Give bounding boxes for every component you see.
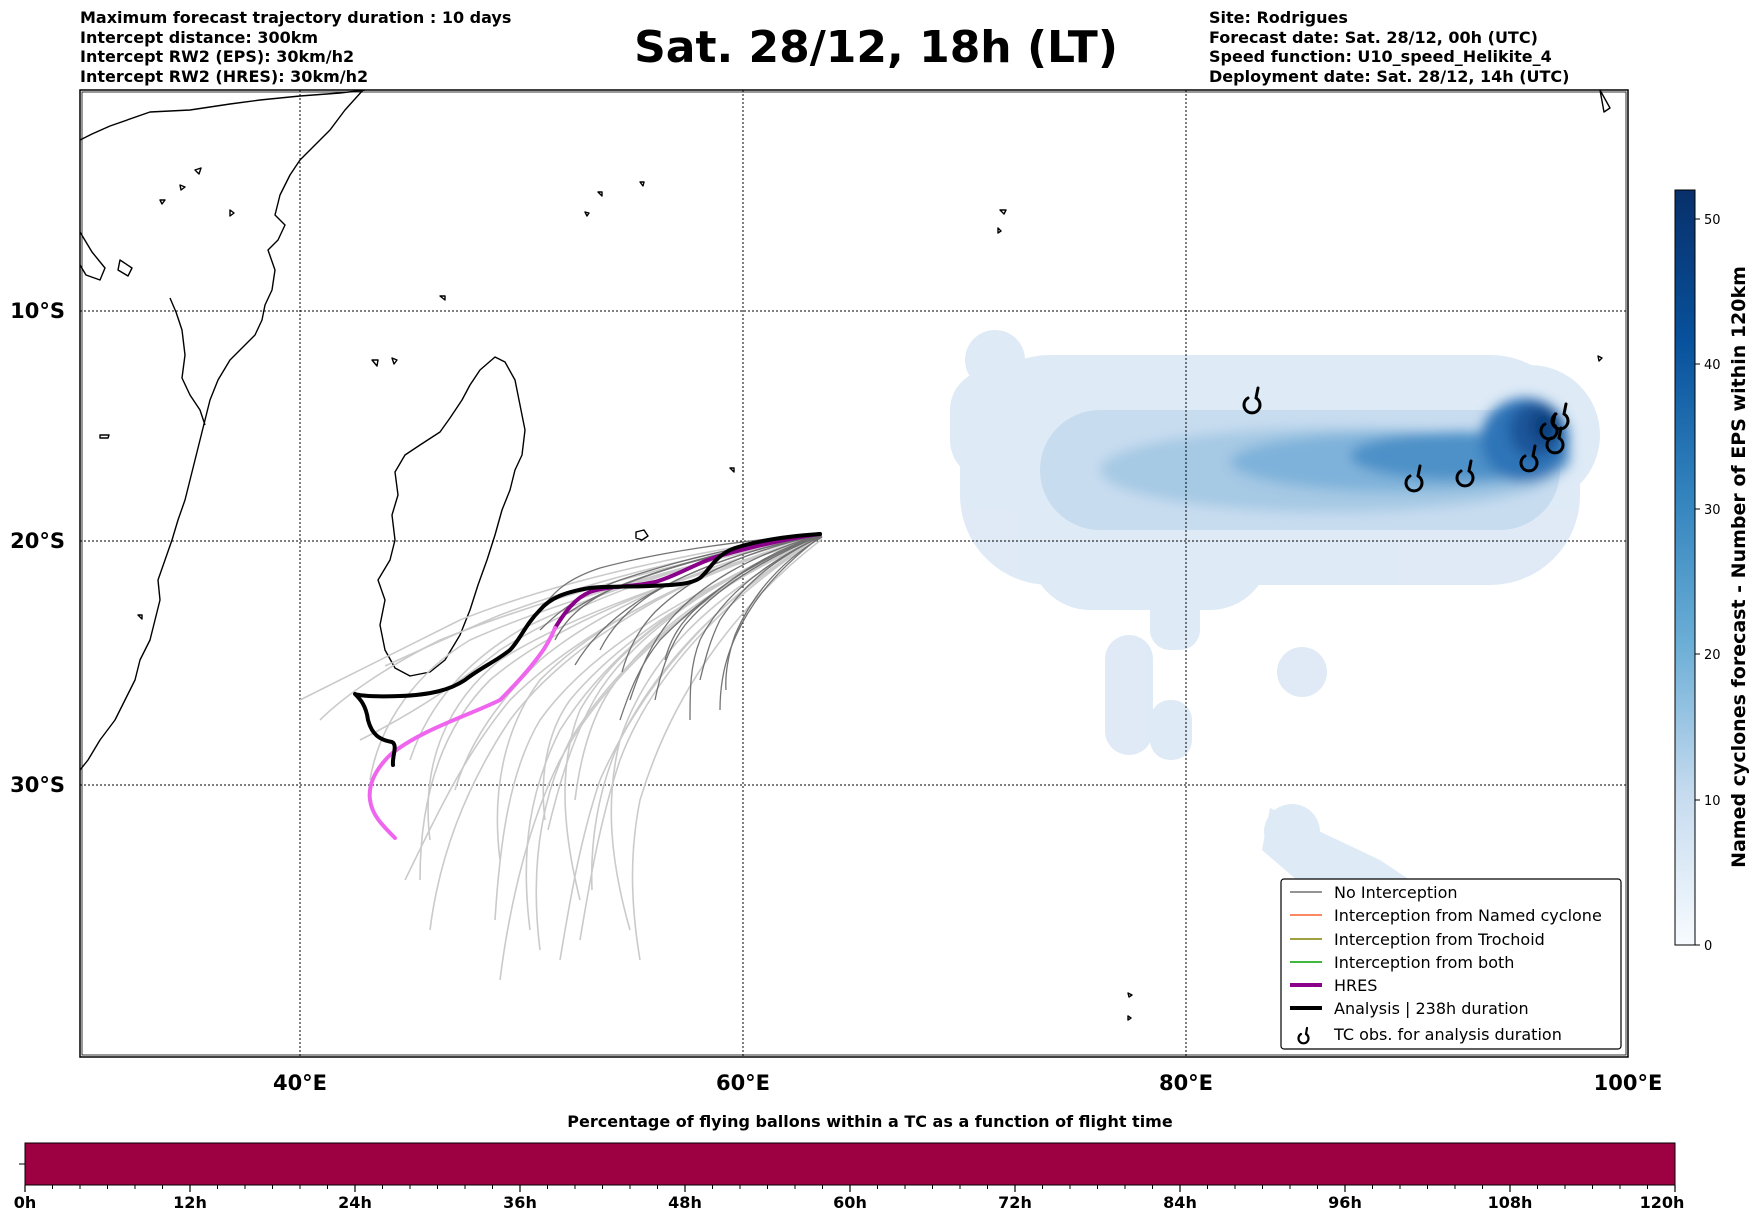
- header-left: Maximum forecast trajectory duration : 1…: [80, 8, 511, 86]
- header-right: Site: Rodrigues Forecast date: Sat. 28/1…: [1209, 8, 1569, 86]
- legend-label: Analysis | 238h duration: [1334, 999, 1529, 1018]
- flight-time-bar: Percentage of flying ballons within a TC…: [14, 1112, 1685, 1212]
- header-right-line: Site: Rodrigues: [1209, 8, 1348, 27]
- legend-label: Interception from both: [1334, 953, 1514, 972]
- colorbar-ramp: [1674, 189, 1696, 946]
- madagascar-coast: [377, 356, 526, 677]
- header-right-line: Deployment date: Sat. 28/12, 14h (UTC): [1209, 66, 1570, 86]
- flight-time-tick: 60h: [833, 1193, 867, 1212]
- header-left-line: Intercept RW2 (EPS): 30km/h2: [80, 47, 355, 66]
- legend-label: Interception from Named cyclone: [1334, 906, 1602, 925]
- map-frame-inner: [81, 91, 1627, 1056]
- flight-time-tick: 0h: [14, 1193, 37, 1212]
- flight-time-tick: 108h: [1488, 1193, 1533, 1212]
- ensemble-trajectories-dark: [539, 533, 823, 721]
- header-right-line: Forecast date: Sat. 28/12, 00h (UTC): [1209, 27, 1538, 47]
- flight-time-bar-fill: [24, 1142, 1676, 1186]
- flight-time-tick: 120h: [1640, 1193, 1685, 1212]
- legend-label: HRES: [1334, 976, 1377, 995]
- tc-observation-symbols: [1242, 386, 1570, 493]
- africa-coast: [80, 90, 366, 771]
- comoros-islands: [117, 259, 206, 426]
- flight-time-tick: 12h: [173, 1193, 207, 1212]
- lat-label: 10°S: [10, 299, 65, 323]
- cyclone-symbol-icon: [1550, 402, 1570, 431]
- legend-label: No Interception: [1334, 883, 1458, 902]
- cyclone-symbol-icon: [1455, 459, 1475, 488]
- ensemble-trajectories-light: [299, 533, 823, 981]
- density-colorbar: 0 10 20 30 40 50 Named cyclones forecast…: [1674, 189, 1750, 954]
- colorbar-ticks: [1695, 218, 1700, 946]
- flight-time-tick: 24h: [338, 1193, 372, 1212]
- flight-time-tick: 72h: [998, 1193, 1032, 1212]
- header-left-line: Intercept distance: 300km: [80, 27, 319, 47]
- colorbar-tick-label: 0: [1704, 939, 1712, 954]
- map-title: Sat. 28/12, 18h (LT): [634, 22, 1118, 73]
- graticule: [80, 90, 1628, 1057]
- lat-label: 20°S: [10, 529, 65, 553]
- lon-label: 80°E: [1159, 1071, 1213, 1095]
- legend-label: TC obs. for analysis duration: [1333, 1025, 1562, 1044]
- analysis-trajectory: [353, 532, 822, 767]
- small-islands: [99, 90, 1611, 1021]
- flight-time-tick: 36h: [503, 1193, 537, 1212]
- cyclone-density-field: [950, 330, 1600, 1000]
- flight-time-tick: 48h: [668, 1193, 702, 1212]
- header-right-line: Speed function: U10_speed_Helikite_4: [1209, 47, 1552, 66]
- colorbar-tick-label: 30: [1704, 503, 1721, 518]
- coastlines: [80, 90, 1611, 1021]
- flight-time-tick: 96h: [1328, 1193, 1362, 1212]
- colorbar-label: Named cyclones forecast - Number of EPS …: [1728, 266, 1750, 868]
- cyclone-symbol-icon: [1404, 464, 1424, 493]
- map-area: [80, 90, 1628, 1057]
- flight-time-bar-title: Percentage of flying ballons within a TC…: [567, 1112, 1173, 1131]
- map-frame: [79, 89, 1629, 1058]
- flight-time-tick: 84h: [1163, 1193, 1197, 1212]
- cyclone-symbol-icon: [1242, 386, 1262, 415]
- latitude-labels: 10°S 20°S 30°S: [10, 299, 65, 797]
- lon-label: 60°E: [716, 1071, 770, 1095]
- hres-trajectory-continuation: [367, 626, 557, 840]
- header-left-line: Maximum forecast trajectory duration : 1…: [80, 8, 512, 27]
- lat-label: 30°S: [10, 773, 65, 797]
- legend: No Interception Interception from Named …: [1280, 878, 1622, 1050]
- lon-label: 100°E: [1594, 1071, 1663, 1095]
- colorbar-tick-label: 20: [1704, 648, 1721, 663]
- legend-label: Interception from Trochoid: [1334, 930, 1545, 949]
- longitude-labels: 40°E 60°E 80°E 100°E: [273, 1071, 1662, 1095]
- cyclone-symbol-icon: [1297, 1026, 1310, 1045]
- colorbar-tick-label: 50: [1704, 213, 1721, 228]
- cyclone-symbol-icon: [1519, 444, 1539, 473]
- header-left-line: Intercept RW2 (HRES): 30km/h2: [80, 66, 369, 86]
- tanzania-island: [80, 231, 106, 281]
- lon-label: 40°E: [273, 1071, 327, 1095]
- colorbar-tick-label: 10: [1704, 794, 1721, 809]
- legend-box: [1280, 878, 1622, 1050]
- hres-trajectory: [553, 532, 822, 630]
- flight-time-tick-labels: 0h 12h 24h 36h 48h 60h 72h 84h 96h 108h …: [14, 1193, 1685, 1212]
- colorbar-tick-label: 40: [1704, 358, 1721, 373]
